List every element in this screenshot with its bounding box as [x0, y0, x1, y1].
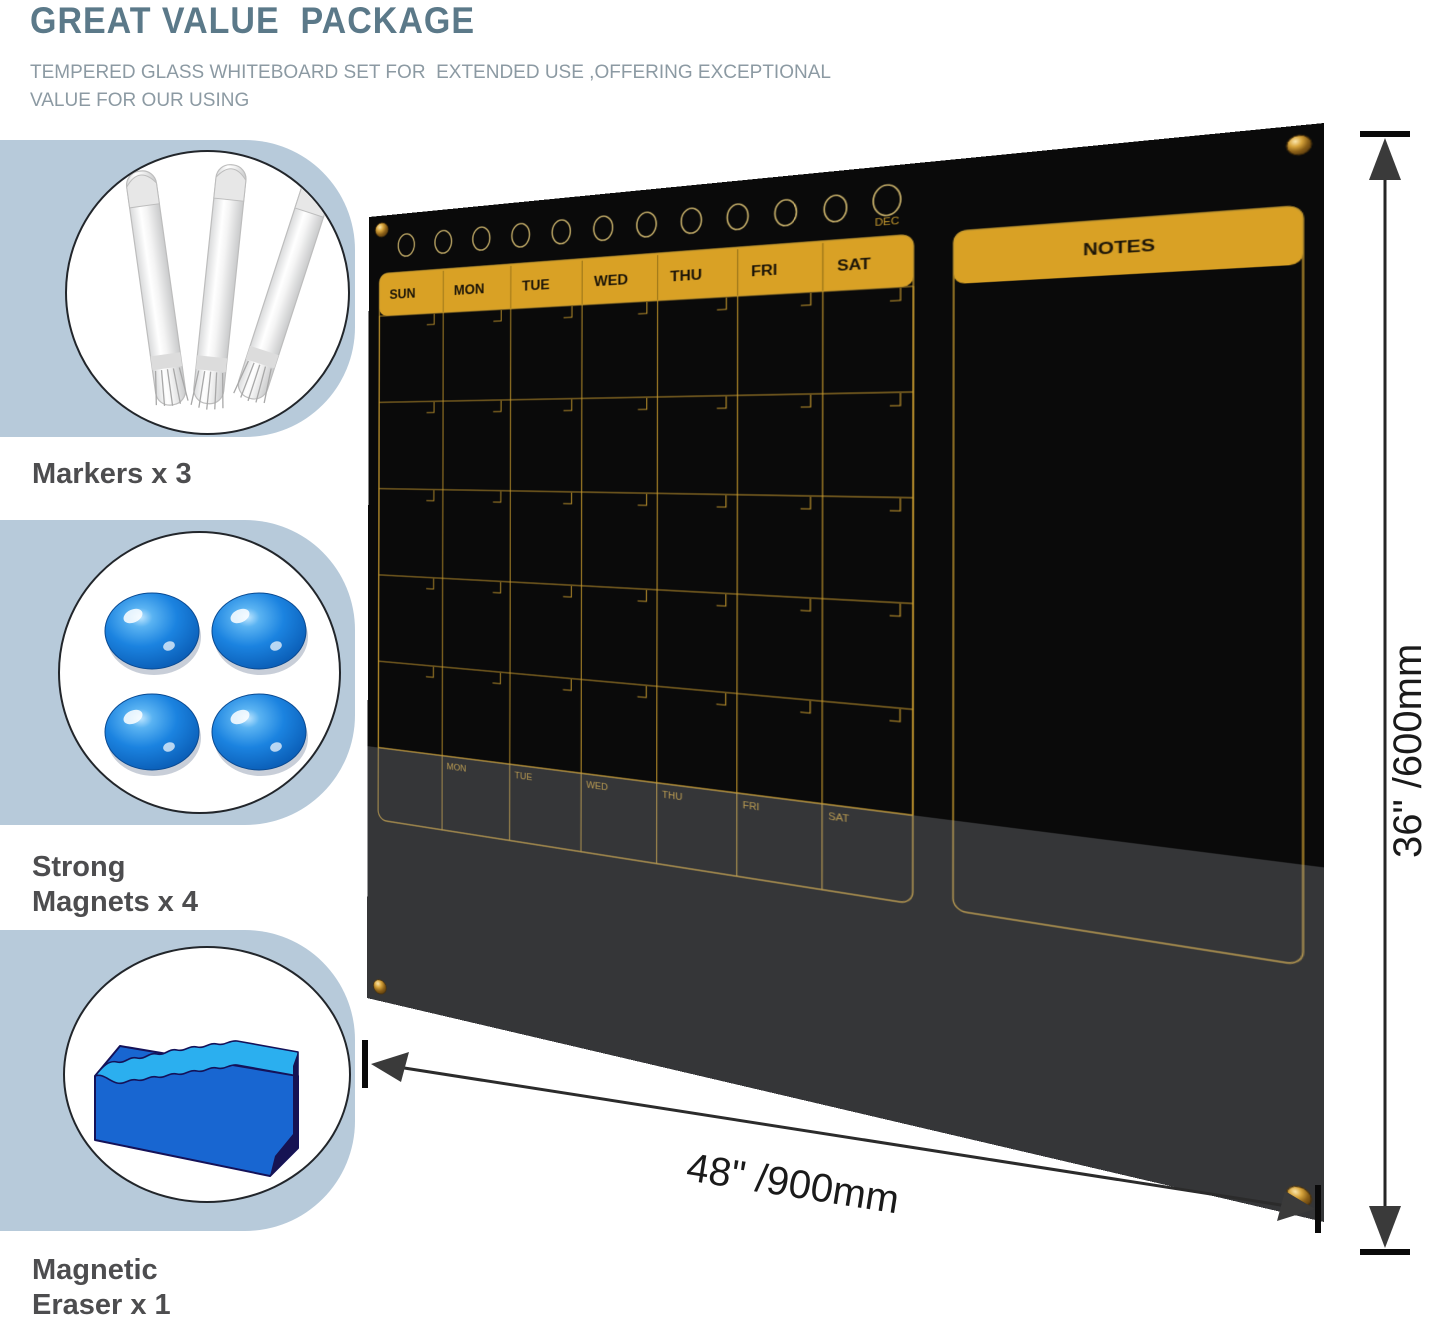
svg-text:DEC: DEC: [875, 214, 900, 228]
svg-text:48" /900mm: 48" /900mm: [684, 1145, 903, 1222]
svg-text:THU: THU: [670, 265, 702, 285]
svg-text:TUE: TUE: [522, 276, 550, 294]
svg-text:WED: WED: [594, 270, 629, 289]
svg-text:36" /600mm: 36" /600mm: [1386, 644, 1430, 858]
svg-text:SAT: SAT: [837, 254, 872, 275]
svg-text:MON: MON: [454, 280, 485, 298]
svg-text:FRI: FRI: [751, 260, 777, 280]
svg-text:SUN: SUN: [389, 285, 415, 303]
svg-text:NOTES: NOTES: [1083, 235, 1155, 260]
